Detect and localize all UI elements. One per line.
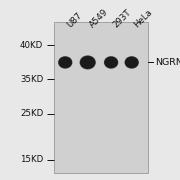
Ellipse shape bbox=[105, 58, 117, 67]
Text: A549: A549 bbox=[88, 8, 110, 30]
Ellipse shape bbox=[59, 58, 71, 67]
Ellipse shape bbox=[106, 59, 116, 66]
Ellipse shape bbox=[62, 60, 69, 65]
Ellipse shape bbox=[127, 59, 136, 66]
Ellipse shape bbox=[106, 58, 116, 66]
Ellipse shape bbox=[82, 58, 94, 67]
Ellipse shape bbox=[105, 57, 117, 68]
Text: 15KD: 15KD bbox=[20, 156, 43, 165]
Ellipse shape bbox=[126, 58, 137, 67]
Ellipse shape bbox=[105, 57, 117, 68]
Ellipse shape bbox=[106, 59, 116, 66]
Text: 35KD: 35KD bbox=[20, 75, 43, 84]
Ellipse shape bbox=[107, 60, 115, 65]
Ellipse shape bbox=[125, 57, 138, 68]
Ellipse shape bbox=[106, 59, 116, 66]
Ellipse shape bbox=[127, 59, 136, 66]
Ellipse shape bbox=[81, 57, 94, 68]
Ellipse shape bbox=[126, 58, 137, 67]
Ellipse shape bbox=[81, 57, 94, 67]
Ellipse shape bbox=[127, 58, 137, 66]
Ellipse shape bbox=[125, 57, 138, 68]
Ellipse shape bbox=[81, 57, 95, 68]
Ellipse shape bbox=[80, 56, 95, 69]
Ellipse shape bbox=[108, 60, 114, 65]
Ellipse shape bbox=[82, 58, 94, 67]
Ellipse shape bbox=[106, 58, 116, 66]
Ellipse shape bbox=[60, 58, 71, 67]
Ellipse shape bbox=[60, 58, 71, 67]
Ellipse shape bbox=[105, 57, 118, 68]
Ellipse shape bbox=[81, 58, 94, 67]
Ellipse shape bbox=[127, 59, 136, 66]
Ellipse shape bbox=[126, 58, 137, 67]
Ellipse shape bbox=[128, 60, 135, 65]
FancyBboxPatch shape bbox=[54, 22, 148, 173]
Ellipse shape bbox=[62, 60, 69, 65]
Ellipse shape bbox=[107, 59, 115, 66]
Ellipse shape bbox=[105, 58, 117, 67]
Ellipse shape bbox=[80, 56, 95, 69]
Ellipse shape bbox=[127, 59, 137, 66]
Ellipse shape bbox=[106, 58, 117, 67]
Ellipse shape bbox=[61, 59, 70, 66]
Ellipse shape bbox=[81, 57, 94, 68]
Ellipse shape bbox=[84, 60, 91, 65]
Ellipse shape bbox=[82, 58, 93, 66]
Ellipse shape bbox=[128, 60, 135, 65]
Ellipse shape bbox=[61, 59, 69, 66]
Ellipse shape bbox=[82, 59, 93, 66]
Ellipse shape bbox=[106, 58, 116, 67]
Ellipse shape bbox=[127, 58, 137, 66]
Text: 293T: 293T bbox=[111, 8, 133, 30]
Text: 25KD: 25KD bbox=[20, 109, 43, 118]
Ellipse shape bbox=[126, 58, 138, 67]
Ellipse shape bbox=[59, 57, 71, 68]
Ellipse shape bbox=[82, 58, 93, 67]
Ellipse shape bbox=[60, 59, 70, 66]
Ellipse shape bbox=[105, 58, 117, 67]
Ellipse shape bbox=[60, 58, 71, 67]
Text: NGRN: NGRN bbox=[155, 58, 180, 67]
Ellipse shape bbox=[83, 59, 93, 66]
Ellipse shape bbox=[60, 58, 71, 67]
Text: U87: U87 bbox=[65, 11, 84, 30]
Ellipse shape bbox=[126, 57, 138, 68]
Ellipse shape bbox=[60, 58, 70, 66]
Ellipse shape bbox=[59, 57, 72, 68]
Text: HeLa: HeLa bbox=[132, 8, 154, 30]
Ellipse shape bbox=[60, 58, 70, 66]
Ellipse shape bbox=[83, 59, 92, 66]
Text: 40KD: 40KD bbox=[20, 40, 43, 50]
Ellipse shape bbox=[60, 59, 70, 66]
Ellipse shape bbox=[126, 58, 137, 67]
Ellipse shape bbox=[82, 58, 94, 67]
Ellipse shape bbox=[59, 57, 72, 68]
